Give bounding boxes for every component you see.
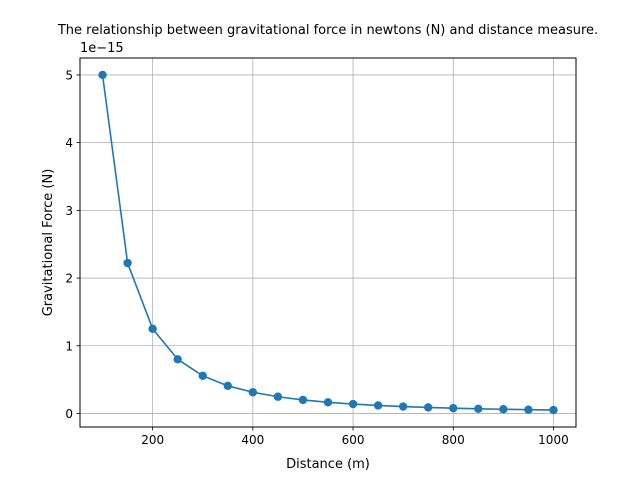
y-tick-label: 3 xyxy=(65,204,73,218)
data-point xyxy=(398,402,408,411)
plot-area xyxy=(80,58,576,427)
data-point xyxy=(248,388,258,397)
data-point xyxy=(348,399,358,409)
x-tick-label: 600 xyxy=(342,433,365,447)
y-tick-label: 1 xyxy=(65,339,73,353)
data-point xyxy=(524,405,533,414)
x-tick-label: 800 xyxy=(442,433,465,447)
plot-frame xyxy=(79,57,577,428)
series-layer xyxy=(98,70,558,415)
data-point xyxy=(373,401,383,410)
data-point xyxy=(223,381,232,391)
y-tick-label: 5 xyxy=(65,68,73,82)
data-point xyxy=(148,324,157,334)
data-point xyxy=(474,404,483,413)
y-tick-label: 2 xyxy=(65,272,73,286)
y-tick-label: 4 xyxy=(65,136,73,150)
data-point xyxy=(424,403,433,412)
data-point xyxy=(123,258,132,268)
x-axis-label: Distance (m) xyxy=(286,457,370,472)
y-axis-ticks: 0 1 2 3 4 5 xyxy=(65,68,80,421)
data-point xyxy=(173,355,182,364)
data-point xyxy=(449,403,458,413)
chart-title: The relationship between gravitational f… xyxy=(57,23,598,38)
data-point xyxy=(549,405,558,415)
x-tick-label: 400 xyxy=(241,433,264,447)
x-axis-ticks: 200 400 600 800 1000 xyxy=(141,427,569,447)
data-point xyxy=(323,398,333,407)
data-point xyxy=(273,392,283,401)
grid-lines xyxy=(80,58,576,427)
x-tick-label: 1000 xyxy=(538,433,569,447)
x-tick-label: 200 xyxy=(141,433,164,447)
data-point xyxy=(98,70,107,80)
y-axis-label: Gravitational Force (N) xyxy=(41,169,56,317)
data-point xyxy=(198,371,207,381)
y-tick-label: 0 xyxy=(65,407,73,421)
y-axis-offset-label: 1e−15 xyxy=(80,41,124,56)
data-point xyxy=(499,405,508,414)
data-point xyxy=(298,395,308,405)
